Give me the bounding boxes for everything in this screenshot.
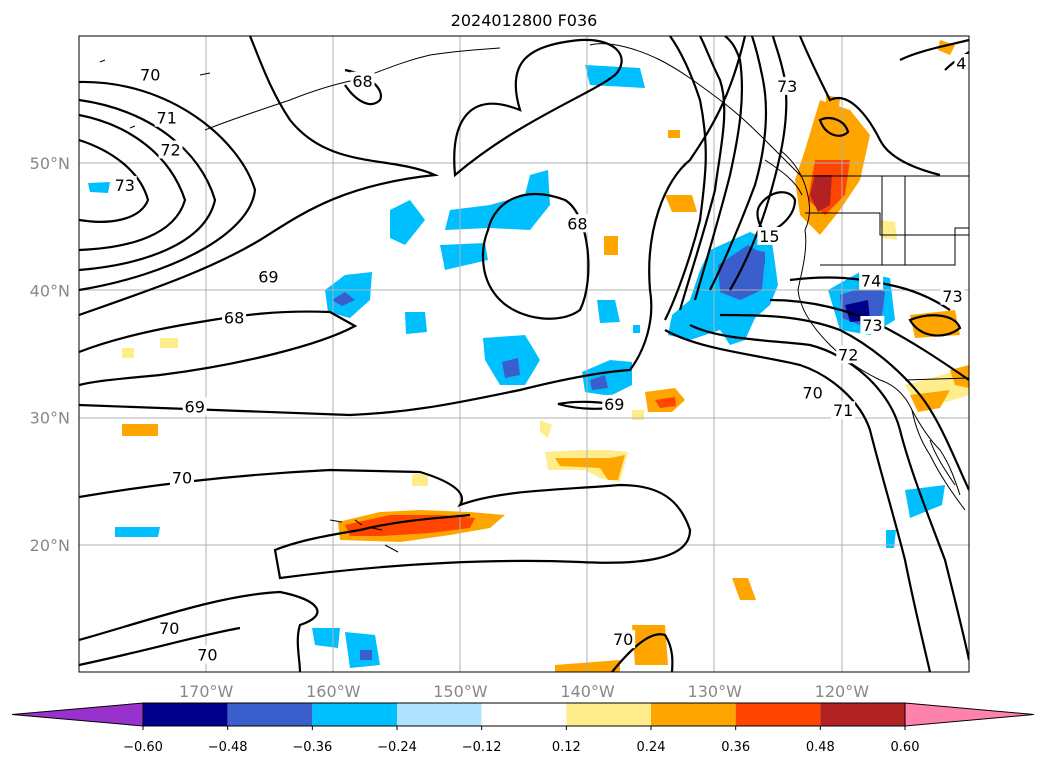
colorbar-segment [820,703,905,726]
lat-tick-label: 50°N [30,154,70,173]
contour-label: 70 [613,630,633,649]
map-figure: 2024012800 F036 [0,0,1047,765]
contour-label: 70 [159,619,179,638]
colorbar-segment [651,703,736,726]
shade-neg-c6 [405,312,427,334]
contour-label: 70 [197,645,217,664]
lon-tick-label: 160°W [306,682,361,701]
colorbar-tick-label: −0.48 [208,740,248,755]
lon-tick-label: 170°W [179,682,234,701]
contour-label: 72 [838,345,858,364]
lat-tick-label: 20°N [30,536,70,555]
contour-label: 70 [140,65,160,84]
contour-label: 68 [352,72,372,91]
colorbar-extend-low [12,703,143,726]
colorbar-tick-label: −0.24 [377,740,417,755]
contour-label: 15 [759,227,779,246]
colorbar-tick-label: 0.36 [721,740,750,755]
contour-label: 70 [172,469,192,488]
contour-label: 74 [861,271,881,290]
shade-pos-c12 [122,348,134,358]
contour-label: 4 [956,54,966,73]
colorbar-tick-label: −0.36 [292,740,332,755]
shade-neg-c10 [88,182,110,193]
lon-tick-label: 140°W [560,682,615,701]
colorbar-tick-label: 0.12 [552,740,581,755]
lon-tick-label: 150°W [433,682,488,701]
contour-label: 73 [942,287,962,306]
contour-label: 71 [833,401,853,420]
colorbar: −0.60 −0.48 −0.36 −0.24 −0.12 0.12 0.24 0.36 0.4… [12,703,1034,755]
lat-tick-label: 30°N [30,409,70,428]
shade-pos-c7 [122,424,158,436]
contour-label: 73 [777,77,797,96]
colorbar-segment [143,703,228,726]
shade-pos-e1 [880,220,897,240]
contour-label: 69 [185,397,205,416]
colorbar-segment [566,703,651,726]
contour-label: 69 [604,395,624,414]
lon-tick-label: 130°W [688,682,743,701]
shade-pos-c14 [668,130,680,138]
lon-tick-label: 120°W [815,682,870,701]
colorbar-segment [312,703,397,726]
contour-label: 69 [258,268,278,287]
shade-neg-c11 [115,527,160,537]
shade-neg-c13-inner [360,650,372,660]
lat-tick-labels: 20°N 30°N 40°N 50°N [30,154,70,555]
colorbar-tick-label: −0.60 [123,740,163,755]
shade-neg-c1 [585,65,645,88]
contour-label: 71 [157,109,177,128]
shade-neg-c12 [312,628,340,648]
colorbar-tick-label: 0.48 [806,740,835,755]
contour-label: 73 [862,316,882,335]
colorbar-tick-label: 0.60 [891,740,920,755]
colorbar-segment [397,703,482,726]
colorbar-extend-high [905,703,1034,726]
colorbar-tick-label: −0.12 [462,740,502,755]
colorbar-tick-label: 0.24 [637,740,666,755]
map-panel: 7071727368696869707070686973157473727071… [79,36,969,672]
shade-pos-c11 [160,338,178,348]
chart-title: 2024012800 F036 [451,11,598,30]
contour-label: 68 [224,308,244,327]
lat-tick-label: 40°N [30,281,70,300]
colorbar-segment [228,703,313,726]
shade-pos-c5 [604,236,618,255]
colorbar-segment [482,703,567,726]
shade-pos-c13 [412,474,428,486]
lon-tick-labels: 170°W 160°W 150°W 140°W 130°W 120°W [179,682,869,701]
contour-label: 72 [160,140,180,159]
contour-label: 70 [802,383,822,402]
contour-label: 68 [567,214,587,233]
contour-label: 73 [115,176,135,195]
shade-neg-c14 [633,325,640,333]
colorbar-segment [736,703,821,726]
